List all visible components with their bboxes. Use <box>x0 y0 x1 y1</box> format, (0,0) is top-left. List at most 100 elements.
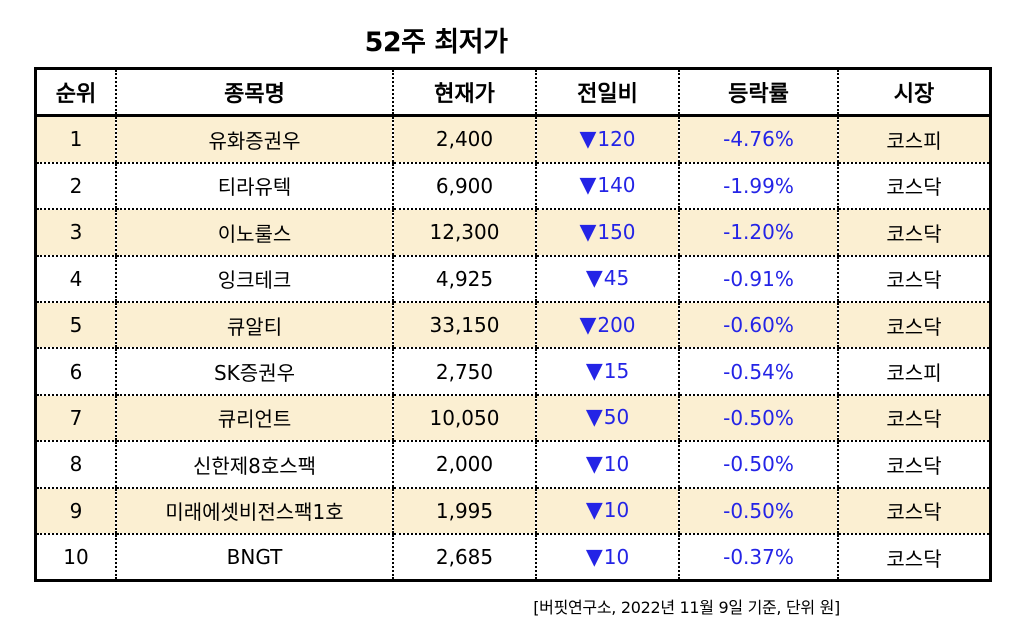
cell-stock-name: 신한제8호스팩 <box>115 441 393 489</box>
stock-table-frame: 순위 종목명 현재가 전일비 등락률 시장 1 유화증권우 2,400 ▼120 -4.… <box>34 67 992 582</box>
cell-market: 코스닥 <box>837 487 989 536</box>
cell-rate: -0.50% <box>678 487 838 536</box>
cell-change: ▼10 <box>535 487 679 536</box>
cell-price: 33,150 <box>392 301 536 350</box>
down-triangle-icon: ▼ <box>585 359 603 385</box>
cell-rank: 7 <box>37 394 116 443</box>
change-value: 50 <box>603 405 630 430</box>
cell-stock-name: 큐알티 <box>115 301 393 350</box>
change-value: 10 <box>603 498 630 523</box>
cell-change: ▼10 <box>535 534 679 579</box>
change-value: 120 <box>597 126 636 151</box>
column-header-change: 전일비 <box>535 70 679 117</box>
cell-market: 코스피 <box>837 115 989 164</box>
cell-rate: -0.60% <box>678 301 838 350</box>
cell-rank: 10 <box>63 545 89 570</box>
down-triangle-icon: ▼ <box>585 451 603 477</box>
down-triangle-icon: ▼ <box>585 405 603 431</box>
table-row: 5 큐알티 33,150 ▼200 -0.60% 코스닥 <box>37 301 989 350</box>
cell-price: 2,750 <box>392 348 536 396</box>
cell-stock-name: BNGT <box>115 534 393 579</box>
cell-stock-name: 티라유텍 <box>115 162 393 211</box>
cell-rate: -1.99% <box>678 162 838 211</box>
table-row: 3 이노룰스 12,300 ▼150 -1.20% 코스닥 <box>37 209 989 257</box>
table-row: 1 유화증권우 2,400 ▼120 -4.76% 코스피 <box>37 115 989 164</box>
column-header-rate: 등락률 <box>678 70 838 117</box>
down-triangle-icon: ▼ <box>585 266 603 292</box>
down-triangle-icon: ▼ <box>579 312 597 338</box>
page-title: 52주 최저가 <box>364 27 508 58</box>
cell-price: 2,685 <box>392 534 536 579</box>
column-header-rank: 순위 <box>37 70 116 117</box>
change-value: 140 <box>597 173 636 198</box>
cell-market: 코스피 <box>837 348 989 396</box>
change-value: 15 <box>603 359 630 384</box>
cell-change: ▼150 <box>535 209 679 257</box>
cell-rate: -0.91% <box>678 255 838 303</box>
table-header-row: 순위 종목명 현재가 전일비 등락률 시장 <box>37 70 989 117</box>
table-row: 6 SK증권우 2,750 ▼15 -0.54% 코스피 <box>37 348 989 396</box>
change-value: 10 <box>603 544 630 569</box>
cell-stock-name: 잉크테크 <box>115 255 393 303</box>
cell-change: ▼10 <box>535 441 679 489</box>
down-triangle-icon: ▼ <box>579 173 597 199</box>
cell-price: 12,300 <box>392 209 536 257</box>
table-row: 4 잉크테크 4,925 ▼45 -0.91% 코스닥 <box>37 255 989 303</box>
cell-rate: -1.20% <box>678 209 838 257</box>
cell-market: 코스닥 <box>837 209 989 257</box>
cell-change: ▼140 <box>535 162 679 211</box>
cell-price: 2,000 <box>392 441 536 489</box>
cell-stock-name: 유화증권우 <box>115 115 393 164</box>
source-note: [버핏연구소, 2022년 11월 9일 기준, 단위 원] <box>533 598 840 617</box>
cell-market: 코스닥 <box>837 534 989 579</box>
cell-price: 4,925 <box>392 255 536 303</box>
change-value: 45 <box>603 266 630 291</box>
cell-rank: 3 <box>37 209 116 257</box>
cell-rank: 1 <box>37 115 116 164</box>
cell-stock-name: SK증권우 <box>115 348 393 396</box>
cell-change: ▼120 <box>535 115 679 164</box>
table-row: 9 미래에셋비전스팩1호 1,995 ▼10 -0.50% 코스닥 <box>37 487 989 536</box>
cell-market: 코스닥 <box>837 301 989 350</box>
cell-rate: -0.50% <box>678 394 838 443</box>
cell-rank: 5 <box>37 301 116 350</box>
change-value: 150 <box>597 219 636 244</box>
cell-stock-name: 큐리언트 <box>115 394 393 443</box>
cell-rate: -0.37% <box>678 534 838 579</box>
stock-table: 순위 종목명 현재가 전일비 등락률 시장 1 유화증권우 2,400 ▼120 -4.… <box>37 70 989 579</box>
cell-change: ▼200 <box>535 301 679 350</box>
column-header-price: 현재가 <box>392 70 536 117</box>
down-triangle-icon: ▼ <box>585 498 603 524</box>
cell-market: 코스닥 <box>837 441 989 489</box>
cell-price: 10,050 <box>392 394 536 443</box>
column-header-name: 종목명 <box>115 70 393 117</box>
cell-rate: -4.76% <box>678 115 838 164</box>
change-value: 10 <box>603 451 630 476</box>
table-row: 7 큐리언트 10,050 ▼50 -0.50% 코스닥 <box>37 394 989 443</box>
column-header-market: 시장 <box>837 70 989 117</box>
cell-rank: 6 <box>37 348 116 396</box>
table-body: 1 유화증권우 2,400 ▼120 -4.76% 코스피 2 티라유텍 6,900 ▼140 -1… <box>37 115 989 579</box>
cell-price: 1,995 <box>392 487 536 536</box>
cell-change: ▼50 <box>535 394 679 443</box>
cell-price: 2,400 <box>392 115 536 164</box>
table-row: 8 신한제8호스팩 2,000 ▼10 -0.50% 코스닥 <box>37 441 989 489</box>
table-row: 10 BNGT 2,685 ▼10 -0.37% 코스닥 <box>37 534 989 579</box>
down-triangle-icon: ▼ <box>579 126 597 152</box>
cell-rank: 8 <box>37 441 116 489</box>
cell-rank: 9 <box>37 487 116 536</box>
down-triangle-icon: ▼ <box>579 219 597 245</box>
change-value: 200 <box>597 312 636 337</box>
cell-rate: -0.50% <box>678 441 838 489</box>
cell-stock-name: 미래에셋비전스팩1호 <box>115 487 393 536</box>
cell-rank: 4 <box>37 255 116 303</box>
cell-rank: 2 <box>37 162 116 211</box>
cell-stock-name: 이노룰스 <box>115 209 393 257</box>
down-triangle-icon: ▼ <box>585 544 603 570</box>
cell-rate: -0.54% <box>678 348 838 396</box>
cell-change: ▼15 <box>535 348 679 396</box>
cell-market: 코스닥 <box>837 394 989 443</box>
cell-price: 6,900 <box>392 162 536 211</box>
cell-market: 코스닥 <box>837 162 989 211</box>
cell-change: ▼45 <box>535 255 679 303</box>
